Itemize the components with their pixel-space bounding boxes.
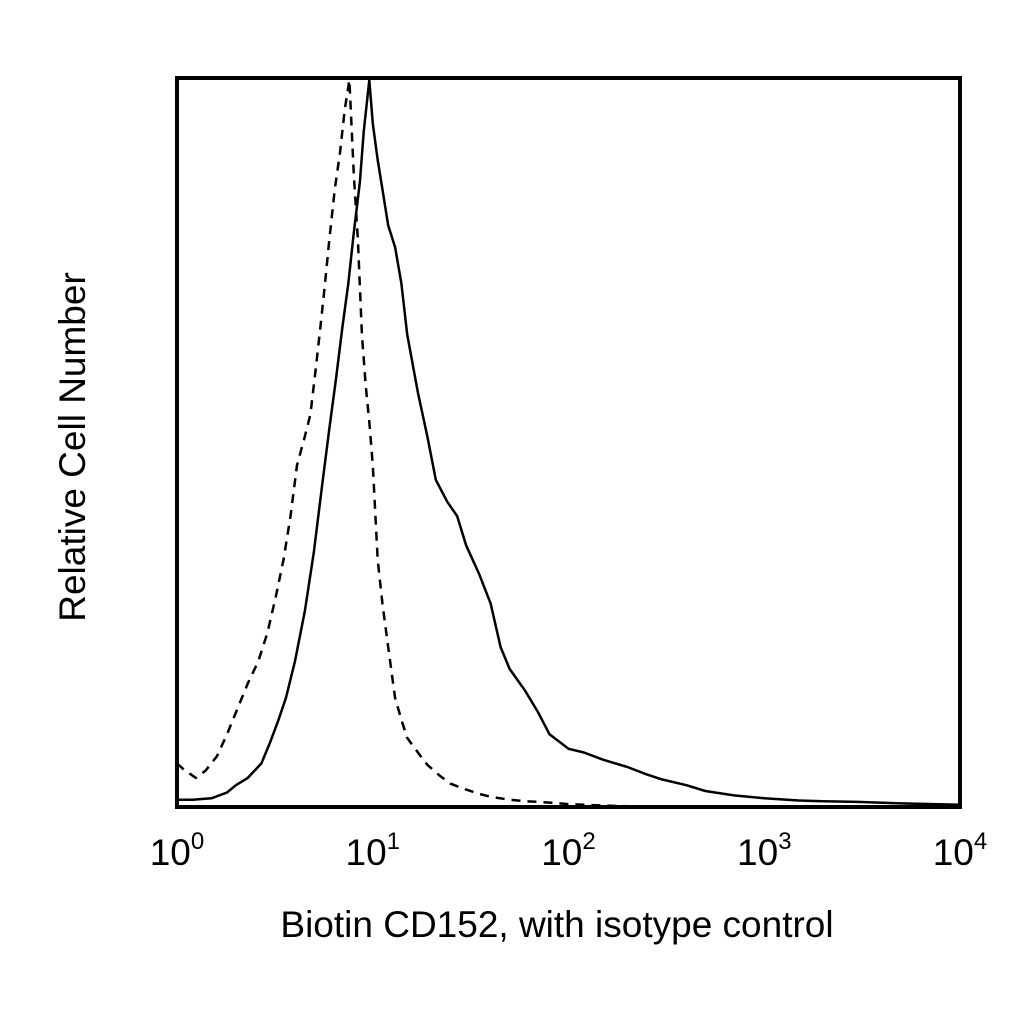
series-layer — [176, 78, 961, 808]
isotype-control-histogram-line — [176, 78, 628, 808]
x-tick-base: 10 — [541, 832, 582, 873]
x-tick-exponent: 4 — [974, 828, 987, 855]
x-tick-exponent: 1 — [387, 828, 400, 855]
x-tick-base: 10 — [346, 832, 387, 873]
x-tick-label: 101 — [346, 828, 401, 873]
x-tick-label: 102 — [541, 828, 596, 873]
y-axis-label: Relative Cell Number — [52, 272, 93, 622]
x-tick-base: 10 — [933, 832, 974, 873]
x-tick-exponent: 0 — [191, 828, 204, 855]
x-tick-label: 103 — [737, 828, 792, 873]
cd152-histogram-line — [177, 78, 961, 807]
x-tick-exponent: 2 — [582, 828, 595, 855]
x-tick-label: 100 — [150, 828, 205, 873]
x-tick-label: 104 — [933, 828, 988, 873]
x-tick-labels: 100 101 102 103 104 — [150, 828, 988, 873]
x-tick-base: 10 — [150, 832, 191, 873]
plot-frame — [175, 76, 962, 809]
x-axis-label: Biotin CD152, with isotype control — [280, 904, 833, 945]
x-tick-base: 10 — [737, 832, 778, 873]
x-tick-exponent: 3 — [778, 828, 791, 855]
